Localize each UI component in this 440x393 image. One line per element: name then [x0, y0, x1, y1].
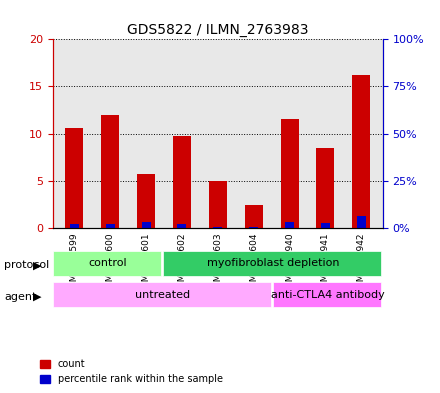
Bar — [101, 115, 119, 228]
Bar — [357, 216, 366, 228]
Bar — [249, 227, 258, 228]
Bar — [106, 224, 115, 228]
FancyBboxPatch shape — [53, 251, 161, 276]
Bar — [177, 224, 187, 228]
Bar — [213, 227, 222, 228]
Text: ▶: ▶ — [33, 292, 42, 302]
Text: untreated: untreated — [135, 290, 191, 300]
Bar — [173, 136, 191, 228]
Bar — [285, 222, 294, 228]
Bar — [70, 224, 79, 228]
Text: anti-CTLA4 antibody: anti-CTLA4 antibody — [271, 290, 385, 300]
FancyBboxPatch shape — [273, 282, 381, 307]
Text: agent: agent — [4, 292, 37, 302]
FancyBboxPatch shape — [53, 282, 271, 307]
Bar — [142, 222, 150, 228]
Bar — [281, 119, 298, 228]
Title: GDS5822 / ILMN_2763983: GDS5822 / ILMN_2763983 — [127, 23, 308, 37]
Legend: count, percentile rank within the sample: count, percentile rank within the sample — [40, 359, 223, 384]
Text: myofibroblast depletion: myofibroblast depletion — [206, 258, 339, 268]
Bar — [209, 181, 227, 228]
Bar — [321, 223, 330, 228]
Bar — [245, 205, 263, 228]
Bar — [137, 174, 155, 228]
Bar — [352, 75, 370, 228]
Bar — [66, 128, 83, 228]
Text: ▶: ▶ — [33, 260, 42, 270]
Text: control: control — [88, 258, 127, 268]
Bar — [316, 148, 334, 228]
Text: protocol: protocol — [4, 260, 50, 270]
FancyBboxPatch shape — [163, 251, 381, 276]
